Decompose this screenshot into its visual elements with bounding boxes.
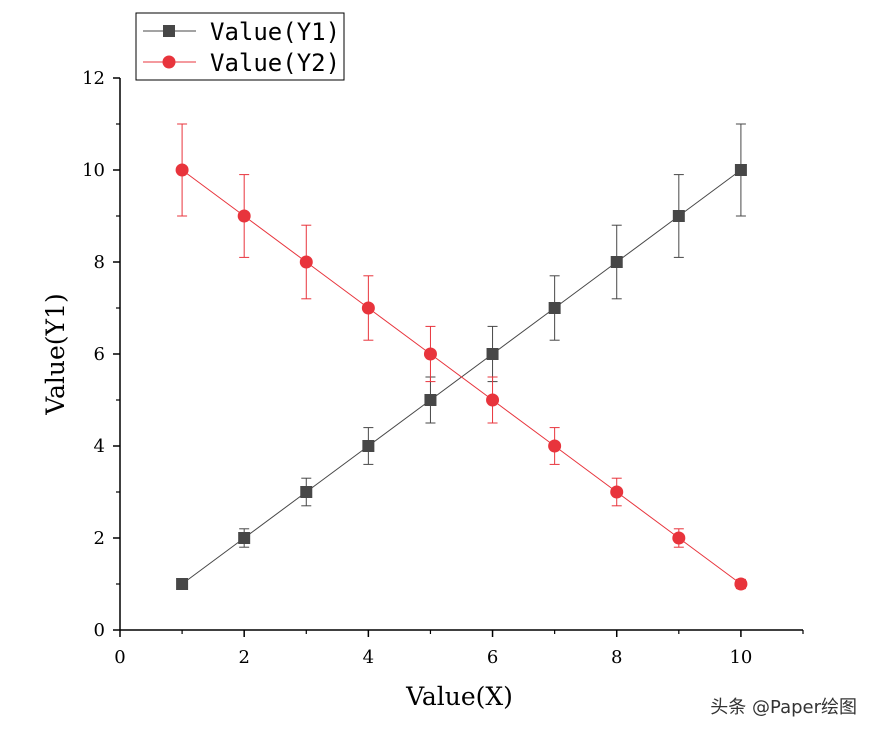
x-tick-label: 0	[114, 647, 125, 668]
data-point	[610, 485, 624, 499]
data-point	[734, 164, 747, 176]
series-line	[181, 169, 742, 585]
y-tick-label: 12	[82, 68, 105, 89]
data-point	[734, 577, 748, 591]
legend: Value(Y1) Value(Y2)	[135, 12, 345, 81]
y-tick-label: 10	[82, 160, 105, 181]
data-point	[175, 163, 189, 177]
x-tick-label: 6	[487, 647, 498, 668]
legend-box	[135, 12, 345, 81]
data-point	[672, 531, 686, 545]
y-tick-label: 2	[94, 528, 105, 549]
data-point	[423, 347, 437, 361]
data-point	[486, 348, 499, 360]
data-point	[486, 393, 500, 407]
data-point	[548, 439, 562, 453]
axes: 0 2 4 6 8 10 0 2 4 6 8 10 12 Value(X) Value(Y1)	[41, 68, 804, 711]
x-tick-label: 10	[729, 647, 752, 668]
series-2	[175, 123, 748, 591]
data-point	[300, 486, 313, 498]
x-axis-title: Value(X)	[405, 682, 513, 711]
data-point	[424, 394, 437, 406]
legend-marker	[162, 55, 176, 69]
legend-label: Value(Y1)	[210, 18, 340, 46]
y-tick-label: 8	[94, 252, 105, 273]
data-point	[176, 578, 189, 590]
y-tick-label: 0	[94, 620, 105, 641]
watermark: 头条 @Paper绘图	[710, 697, 857, 718]
series-layer	[175, 123, 748, 591]
data-point	[237, 209, 251, 223]
x-tick-label: 2	[238, 647, 249, 668]
series-1	[176, 123, 747, 590]
data-point	[361, 301, 375, 315]
data-point	[610, 256, 623, 268]
legend-marker	[163, 25, 175, 37]
data-point	[362, 440, 375, 452]
x-tick-label: 4	[363, 647, 374, 668]
x-tick-label: 8	[611, 647, 622, 668]
data-point	[672, 210, 685, 222]
y-axis-title: Value(Y1)	[41, 293, 70, 415]
legend-label: Value(Y2)	[210, 49, 340, 77]
y-tick-label: 6	[94, 344, 105, 365]
data-point	[548, 302, 561, 314]
data-point	[238, 532, 251, 544]
y-tick-label: 4	[94, 436, 105, 457]
data-point	[299, 255, 313, 269]
